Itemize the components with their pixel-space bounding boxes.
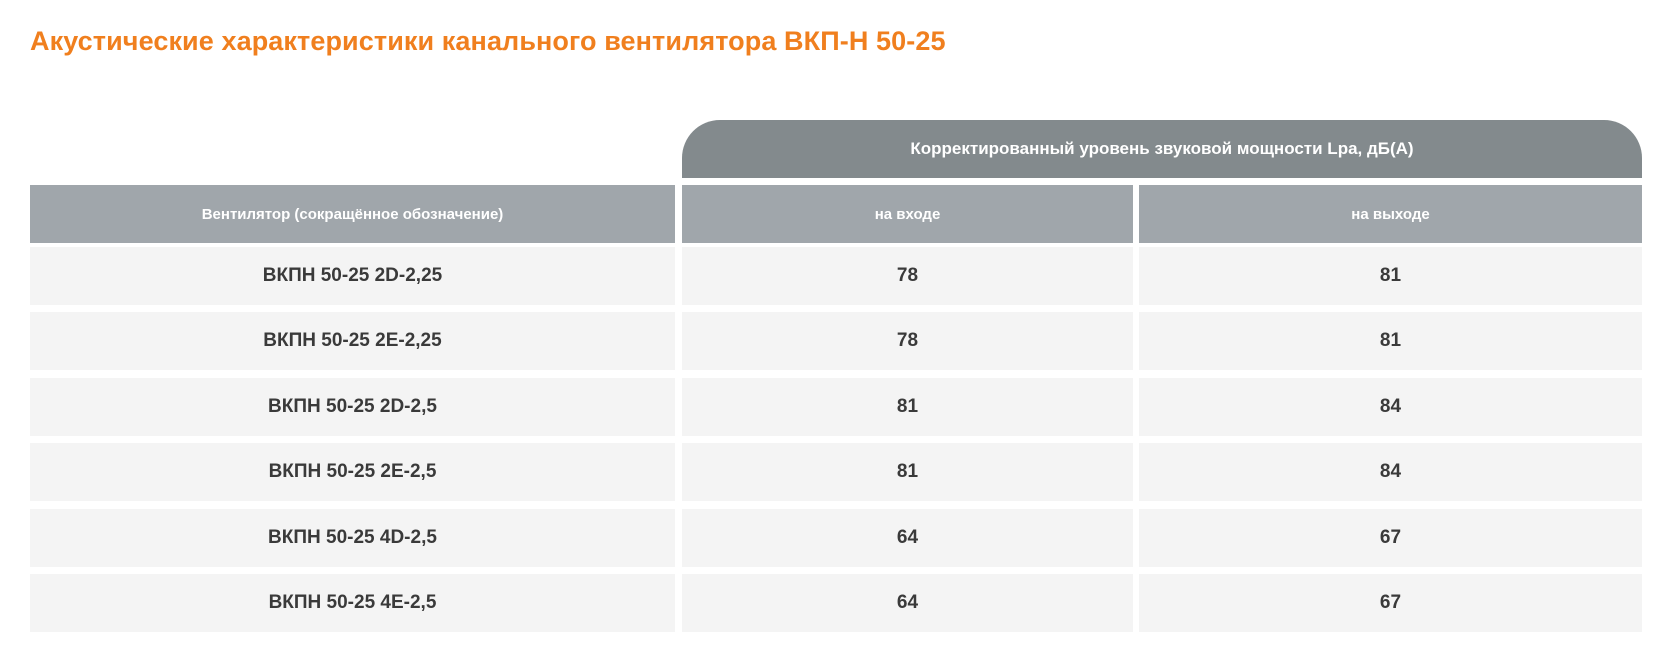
inlet-level-cell: 78: [682, 312, 1133, 370]
fan-model-cell: ВКПН 50-25 2D-2,25: [30, 247, 675, 305]
column-header-outlet: на выходе: [1139, 185, 1642, 243]
outlet-level-cell: 84: [1139, 378, 1642, 436]
page-title: Акустические характеристики канального в…: [30, 26, 946, 56]
inlet-level-cell: 81: [682, 378, 1133, 436]
table-group-header: Корректированный уровень звуковой мощнос…: [682, 120, 1642, 178]
fan-model-cell: ВКПН 50-25 2E-2,25: [30, 312, 675, 370]
inlet-level-cell: 78: [682, 247, 1133, 305]
outlet-level-cell: 81: [1139, 312, 1642, 370]
fan-model-cell: ВКПН 50-25 4E-2,5: [30, 574, 675, 632]
column-header-inlet: на входе: [682, 185, 1133, 243]
inlet-level-cell: 64: [682, 574, 1133, 632]
inlet-level-cell: 81: [682, 443, 1133, 501]
outlet-level-cell: 84: [1139, 443, 1642, 501]
fan-model-cell: ВКПН 50-25 4D-2,5: [30, 509, 675, 567]
fan-model-cell: ВКПН 50-25 2D-2,5: [30, 378, 675, 436]
fan-model-cell: ВКПН 50-25 2E-2,5: [30, 443, 675, 501]
inlet-level-cell: 64: [682, 509, 1133, 567]
outlet-level-cell: 67: [1139, 509, 1642, 567]
column-header-fan: Вентилятор (сокращённое обозначение): [30, 185, 675, 243]
outlet-level-cell: 81: [1139, 247, 1642, 305]
outlet-level-cell: 67: [1139, 574, 1642, 632]
